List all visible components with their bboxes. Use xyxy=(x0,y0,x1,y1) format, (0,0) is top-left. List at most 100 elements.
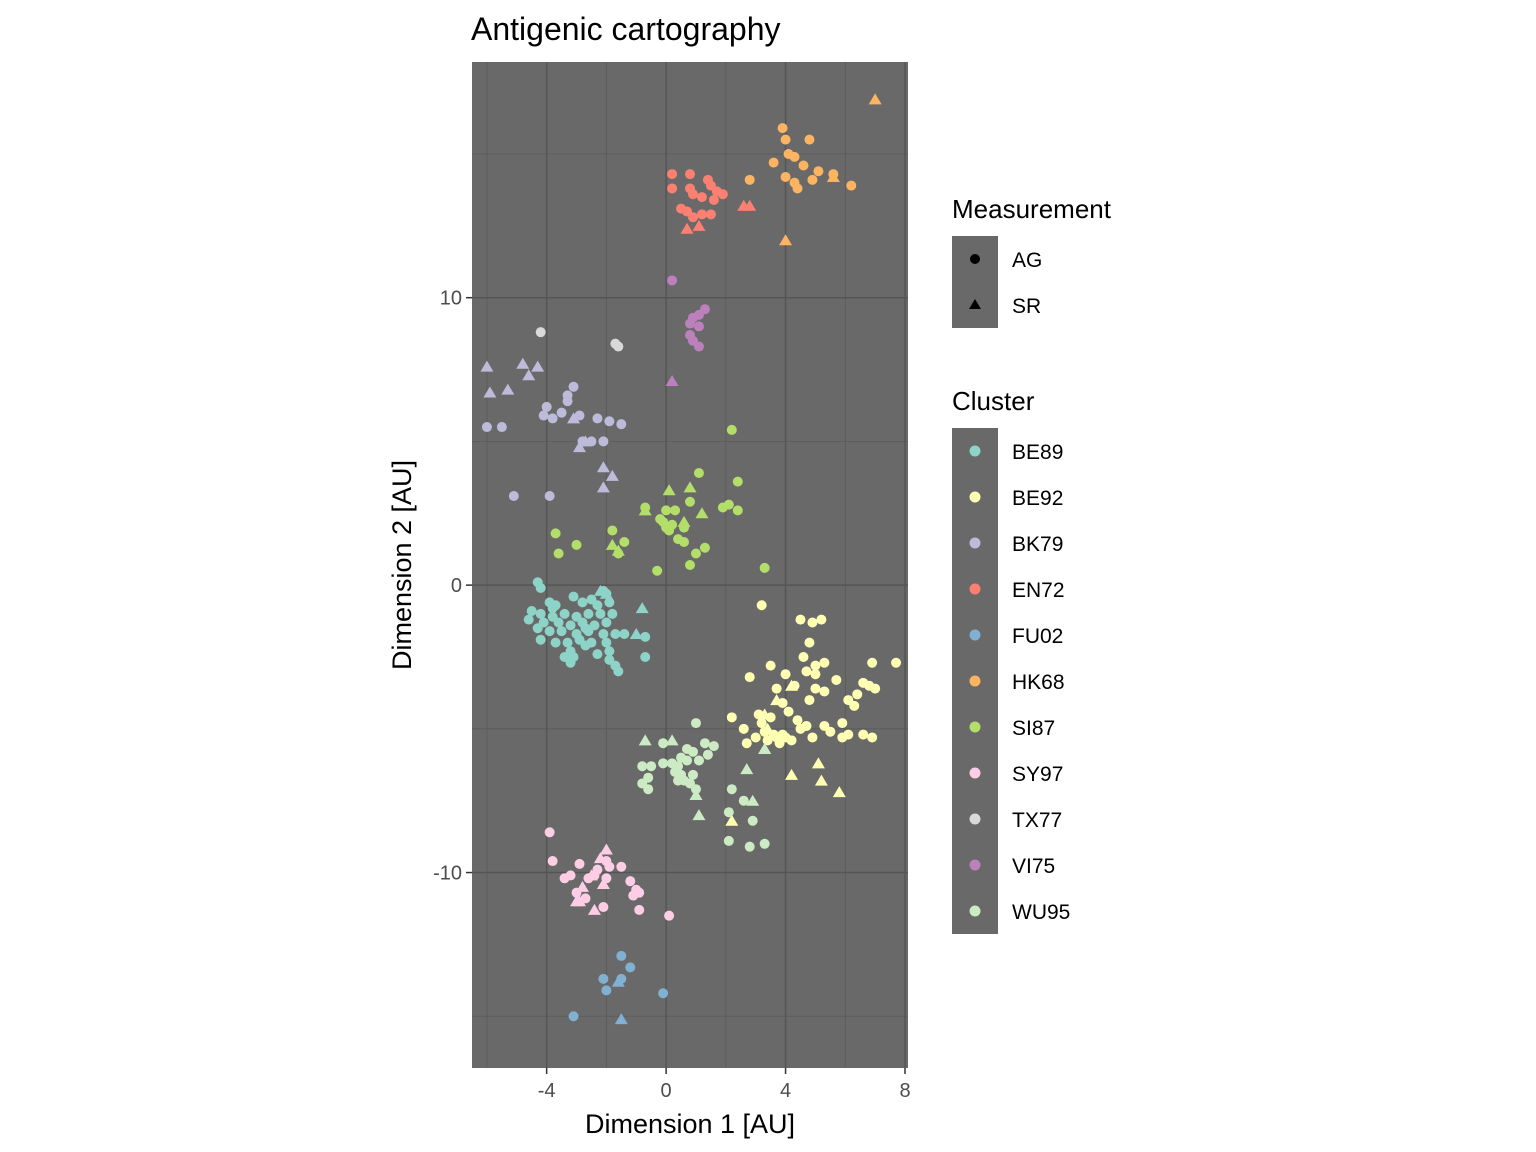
point-si87-sr xyxy=(677,515,691,527)
point-si87-sr xyxy=(605,538,619,550)
point-be89-ag xyxy=(562,637,573,648)
x-tick-label: 4 xyxy=(780,1080,791,1102)
point-sy97-ag xyxy=(580,893,591,904)
point-hk68-sr xyxy=(868,93,882,105)
point-hk68-ag xyxy=(789,151,800,162)
point-be92-ag xyxy=(807,732,818,743)
point-hk68-ag xyxy=(792,183,803,194)
point-vi75-ag xyxy=(667,275,678,286)
point-hk68-sr xyxy=(826,170,840,182)
point-be89-ag xyxy=(604,646,615,657)
point-sy97-sr xyxy=(575,880,589,892)
point-wu95-ag xyxy=(738,795,749,806)
point-wu95-sr xyxy=(689,788,703,800)
point-be92-sr xyxy=(785,768,799,780)
legend-key-fu02 xyxy=(969,629,981,641)
point-hk68-sr xyxy=(779,234,793,246)
point-vi75-ag xyxy=(693,341,704,352)
point-be92-sr xyxy=(725,814,739,826)
point-be92-ag xyxy=(765,660,776,671)
point-si87-ag xyxy=(699,542,710,553)
point-be89-ag xyxy=(535,582,546,593)
point-be92-ag xyxy=(819,657,830,668)
legend-measurement-title: Measurement xyxy=(952,194,1112,224)
point-en72-ag xyxy=(705,209,716,220)
point-be92-ag xyxy=(792,715,803,726)
point-sy97-ag xyxy=(634,904,645,915)
point-si87-ag xyxy=(607,525,618,536)
point-wu95-ag xyxy=(747,815,758,826)
point-hk68-ag xyxy=(807,174,818,185)
point-si87-ag xyxy=(690,548,701,559)
point-be89-ag xyxy=(619,628,630,639)
point-bk79-sr xyxy=(501,383,515,395)
legend-label-be89: BE89 xyxy=(1012,441,1063,464)
point-be89-ag xyxy=(544,626,555,637)
legend-label-si87: SI87 xyxy=(1012,717,1055,740)
point-sy97-ag xyxy=(565,870,576,881)
y-axis-ticks: -10 0 10 xyxy=(433,288,472,885)
point-be92-ag xyxy=(867,657,878,668)
legend-key-tx77 xyxy=(969,813,981,825)
point-hk68-ag xyxy=(768,157,779,168)
point-fu02-ag xyxy=(616,950,627,961)
point-hk68-ag xyxy=(780,171,791,182)
point-bk79-ag xyxy=(544,491,555,502)
point-be92-ag xyxy=(831,674,842,685)
point-be89-ag xyxy=(580,640,591,651)
point-be89-ag xyxy=(565,657,576,668)
legend-key-sr-triangle xyxy=(969,299,981,309)
point-bk79-ag xyxy=(547,413,558,424)
y-tick-label: 0 xyxy=(451,575,462,597)
point-be89-ag xyxy=(601,617,612,628)
point-bk79-ag xyxy=(568,381,579,392)
point-be92-ag xyxy=(726,712,737,723)
point-si87-ag xyxy=(571,539,582,550)
point-be92-sr xyxy=(814,774,828,786)
point-be89-ag xyxy=(580,623,591,634)
point-hk68-ag xyxy=(804,134,815,145)
point-be89-ag xyxy=(565,620,576,631)
point-si87-sr xyxy=(683,481,697,493)
point-be89-ag xyxy=(592,600,603,611)
point-sy97-sr xyxy=(596,878,610,890)
point-wu95-ag xyxy=(687,746,698,757)
point-be92-ag xyxy=(867,732,878,743)
point-si87-ag xyxy=(685,560,695,570)
point-fu02-ag xyxy=(568,1011,579,1022)
legend-cluster: Cluster BE89 BE92 BK79 EN72 FU02 HK68 SI87 SY97… xyxy=(952,386,1070,934)
legend-measurement-keys xyxy=(952,236,998,328)
point-be89-ag xyxy=(601,637,612,648)
legend-label-ag: AG xyxy=(1012,249,1042,272)
point-wu95-sr xyxy=(758,742,772,754)
point-bk79-sr xyxy=(531,360,545,372)
legend-label-sy97: SY97 xyxy=(1012,763,1063,786)
point-be92-ag xyxy=(738,723,749,734)
point-sy97-sr xyxy=(587,903,601,915)
point-en72-sr xyxy=(743,199,757,211)
y-tick-label: 10 xyxy=(440,288,462,310)
point-be89-ag xyxy=(610,628,621,639)
point-be92-ag xyxy=(795,614,806,625)
point-wu95-ag xyxy=(682,755,693,766)
point-bk79-sr xyxy=(596,461,610,473)
point-en72-ag xyxy=(687,212,698,223)
legend-key-hk68 xyxy=(969,675,981,687)
point-wu95-sr xyxy=(638,734,652,746)
point-sy97-ag xyxy=(604,861,615,872)
point-be92-ag xyxy=(771,683,782,694)
point-wu95-sr xyxy=(746,794,760,806)
point-si87-ag xyxy=(679,537,690,548)
point-si87-ag xyxy=(685,496,695,507)
point-sy97-sr xyxy=(593,852,607,864)
legend-key-en72 xyxy=(969,583,981,595)
point-be89-ag xyxy=(535,608,546,619)
point-wu95-ag xyxy=(726,784,737,795)
point-en72-ag xyxy=(696,209,707,220)
point-be92-ag xyxy=(891,657,902,668)
point-be89-ag xyxy=(604,597,615,608)
point-sy97-ag xyxy=(664,910,675,921)
point-hk68-ag xyxy=(780,134,791,145)
point-bk79-sr xyxy=(605,469,619,481)
point-be89-ag xyxy=(523,614,534,625)
